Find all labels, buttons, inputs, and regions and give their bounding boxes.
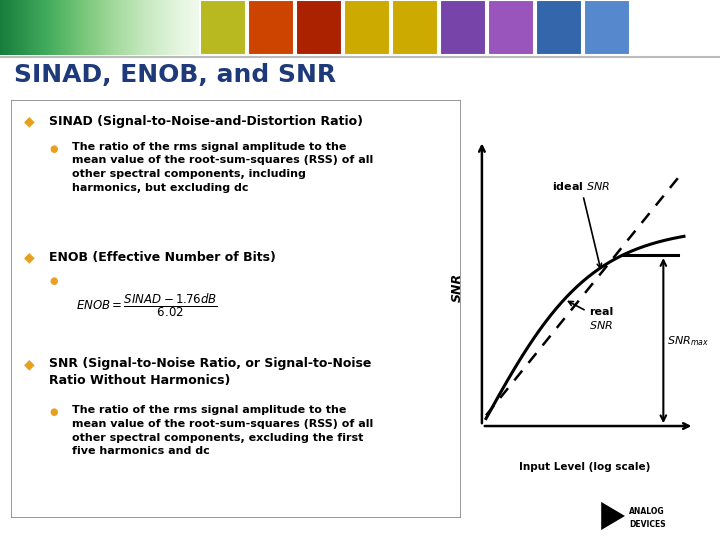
Bar (296, 0, 342, 55)
Text: SNR (Signal-to-Noise Ratio, or Signal-to-Noise
Ratio Without Harmonics): SNR (Signal-to-Noise Ratio, or Signal-to… (49, 357, 372, 387)
Text: ●: ● (49, 144, 58, 154)
Bar (488, 0, 534, 55)
Text: ENOB (Effective Number of Bits): ENOB (Effective Number of Bits) (49, 251, 276, 264)
Bar (584, 0, 630, 55)
Text: The ratio of the rms signal amplitude to the
mean value of the root-sum-squares : The ratio of the rms signal amplitude to… (71, 141, 373, 193)
Text: $\mathit{SNR}_{max}$: $\mathit{SNR}_{max}$ (667, 334, 710, 348)
Text: DEVICES: DEVICES (629, 520, 666, 529)
Text: Input Level (log scale): Input Level (log scale) (519, 462, 651, 472)
Bar (392, 0, 438, 55)
Bar (440, 0, 486, 55)
Bar (344, 0, 390, 55)
Text: SINAD (Signal-to-Noise-and-Distortion Ratio): SINAD (Signal-to-Noise-and-Distortion Ra… (49, 114, 363, 127)
Text: ANALOG: ANALOG (629, 507, 665, 516)
Text: SINAD, ENOB, and SNR: SINAD, ENOB, and SNR (14, 64, 336, 87)
Text: real
$\mathit{SNR}$: real $\mathit{SNR}$ (569, 301, 613, 331)
Bar (248, 0, 294, 55)
Text: $\mathit{ENOB} = \dfrac{\mathit{SINAD}-1.76dB}{6.02}$: $\mathit{ENOB} = \dfrac{\mathit{SINAD}-1… (76, 293, 218, 319)
Text: ●: ● (49, 275, 58, 286)
Polygon shape (601, 502, 625, 530)
Text: The ratio of the rms signal amplitude to the
mean value of the root-sum-squares : The ratio of the rms signal amplitude to… (71, 406, 373, 456)
Text: ideal $\mathit{SNR}$: ideal $\mathit{SNR}$ (552, 180, 610, 268)
Text: ◆: ◆ (24, 114, 35, 129)
Bar (200, 0, 246, 55)
Text: SNR: SNR (451, 273, 464, 302)
Text: ●: ● (49, 408, 58, 417)
Text: ◆: ◆ (24, 357, 35, 372)
Text: ◆: ◆ (24, 251, 35, 265)
Bar (536, 0, 582, 55)
